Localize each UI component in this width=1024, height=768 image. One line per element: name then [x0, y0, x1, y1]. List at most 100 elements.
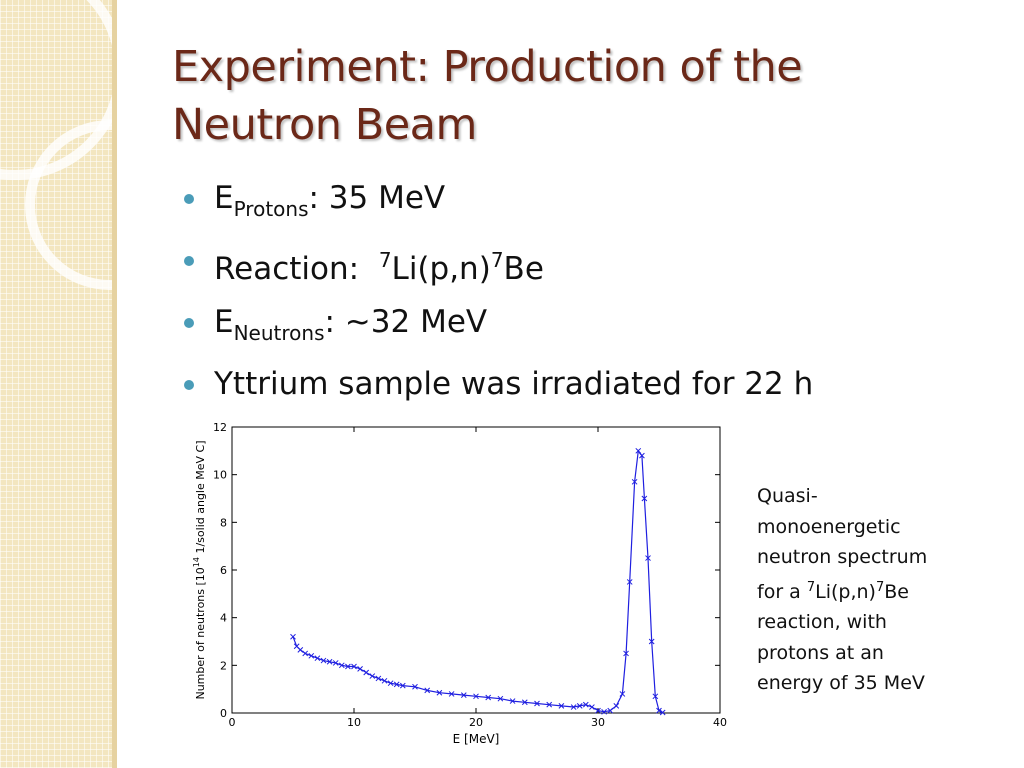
- data-point: [521, 699, 528, 706]
- data-point: [369, 673, 376, 679]
- data-point: [601, 708, 607, 715]
- data-point: [308, 652, 315, 659]
- bullet-reaction: Reaction: 7Li(p,n)7Be: [184, 232, 813, 294]
- data-point: [345, 663, 351, 670]
- data-point: [582, 701, 589, 708]
- x-tick-label: 30: [591, 716, 605, 729]
- data-point: [399, 682, 406, 689]
- x-tick-label: 0: [229, 716, 236, 729]
- bullet-text: E: [214, 304, 234, 340]
- data-point: [641, 495, 648, 502]
- data-point: [338, 662, 345, 669]
- data-point: [302, 650, 309, 657]
- data-point: [332, 660, 339, 666]
- axis-ticks: 0 10 20 30 40 0 2 4 6 8 10 12: [213, 421, 727, 729]
- data-point: [607, 707, 614, 714]
- title-line-1: Experiment: Production of the: [172, 42, 803, 92]
- data-point: [473, 693, 479, 700]
- plot-frame: [231, 426, 721, 714]
- data-point: [387, 680, 394, 687]
- y-tick-label: 12: [213, 421, 227, 434]
- data-point: [576, 702, 583, 709]
- data-point: [635, 447, 642, 454]
- x-tick-label: 10: [347, 716, 361, 729]
- bullet-irradiation: Yttrium sample was irradiated for 22 h: [184, 356, 813, 418]
- data-point: [626, 579, 633, 585]
- data-point: [381, 677, 388, 684]
- data-point: [314, 655, 321, 662]
- caption-text: for a: [757, 580, 807, 603]
- data-point: [448, 691, 455, 697]
- bullet-subscript: Neutrons: [233, 321, 325, 345]
- bullet-list: EProtons: 35 MeV Reaction: 7Li(p,n)7Be E…: [184, 170, 813, 418]
- data-point: [645, 555, 651, 561]
- bullet-text: : 35 MeV: [308, 180, 446, 216]
- data-point: [659, 709, 666, 716]
- y-tick-label: 8: [220, 516, 227, 529]
- chart-caption: Quasi- monoenergetic neutron spectrum fo…: [757, 481, 957, 699]
- bullet-text: E: [214, 180, 234, 216]
- data-point: [652, 693, 659, 700]
- data-point: [639, 452, 645, 459]
- neutron-spectrum-chart: 0 10 20 30 40 0 2 4 6 8 10 12 E [MeV] Number of neu…: [192, 421, 727, 746]
- y-axis-label: Number of neutrons [1014 1/solid angle M…: [192, 440, 207, 699]
- data-point: [290, 633, 296, 640]
- data-point: [412, 683, 418, 690]
- caption-line: reaction, with: [757, 611, 887, 633]
- data-point: [656, 707, 662, 714]
- data-point: [534, 700, 540, 707]
- bullet-superscript: 7: [378, 248, 392, 272]
- data-point: [546, 701, 553, 708]
- data-point: [375, 675, 382, 682]
- decorative-sidebar: [0, 0, 112, 768]
- y-tick-label: 4: [220, 612, 227, 625]
- data-point: [320, 657, 327, 664]
- data-point: [393, 681, 400, 688]
- bullet-text: Yttrium sample was irradiated for 22 h: [214, 366, 814, 402]
- data-point: [326, 658, 333, 665]
- data-point: [436, 689, 443, 696]
- data-point: [357, 666, 363, 672]
- title-line-2: Neutron Beam: [172, 100, 477, 150]
- bullet-proton-energy: EProtons: 35 MeV: [184, 170, 813, 232]
- caption-line: Quasi-: [757, 485, 818, 507]
- slide-title: Experiment: Production of the Neutron Be…: [172, 38, 952, 154]
- data-point: [351, 663, 357, 670]
- bullet-text: Li(p,n): [391, 251, 491, 287]
- data-point: [509, 698, 516, 704]
- data-point: [485, 694, 492, 701]
- data-point: [619, 691, 626, 697]
- data-point: [648, 638, 655, 645]
- data-point: [589, 704, 595, 710]
- bullet-subscript: Protons: [233, 197, 309, 221]
- data-point: [460, 692, 467, 698]
- bullet-text: : ~32 MeV: [324, 304, 488, 340]
- caption-line: protons at an: [757, 641, 884, 664]
- caption-superscript: 7: [875, 579, 885, 595]
- y-tick-label: 0: [220, 707, 227, 720]
- x-tick-label: 40: [713, 716, 727, 729]
- y-tick-label: 6: [220, 564, 227, 577]
- data-point: [623, 650, 629, 657]
- bullet-text: Reaction:: [214, 251, 360, 287]
- bullet-superscript: 7: [490, 248, 504, 272]
- data-point: [558, 702, 565, 709]
- caption-superscript: 7: [806, 579, 816, 595]
- y-tick-label: 2: [220, 659, 227, 672]
- sidebar-edge: [112, 0, 117, 768]
- caption-line: for a 7Li(p,n)7Be: [757, 573, 957, 608]
- data-point: [424, 687, 431, 694]
- x-tick-label: 20: [469, 716, 483, 729]
- data-point: [570, 704, 577, 710]
- caption-line: monoenergetic: [757, 515, 901, 538]
- data-point: [497, 695, 504, 702]
- caption-line: neutron spectrum: [757, 546, 928, 568]
- caption-text: Li(p,n): [815, 580, 876, 603]
- data-point: [595, 707, 601, 714]
- bullet-neutron-energy: ENeutrons: ~32 MeV: [184, 294, 813, 356]
- data-point: [297, 646, 304, 653]
- caption-line: energy of 35 MeV: [757, 672, 925, 694]
- data-point: [613, 702, 620, 709]
- bullet-text: Be: [503, 251, 544, 287]
- y-tick-label: 10: [213, 469, 227, 482]
